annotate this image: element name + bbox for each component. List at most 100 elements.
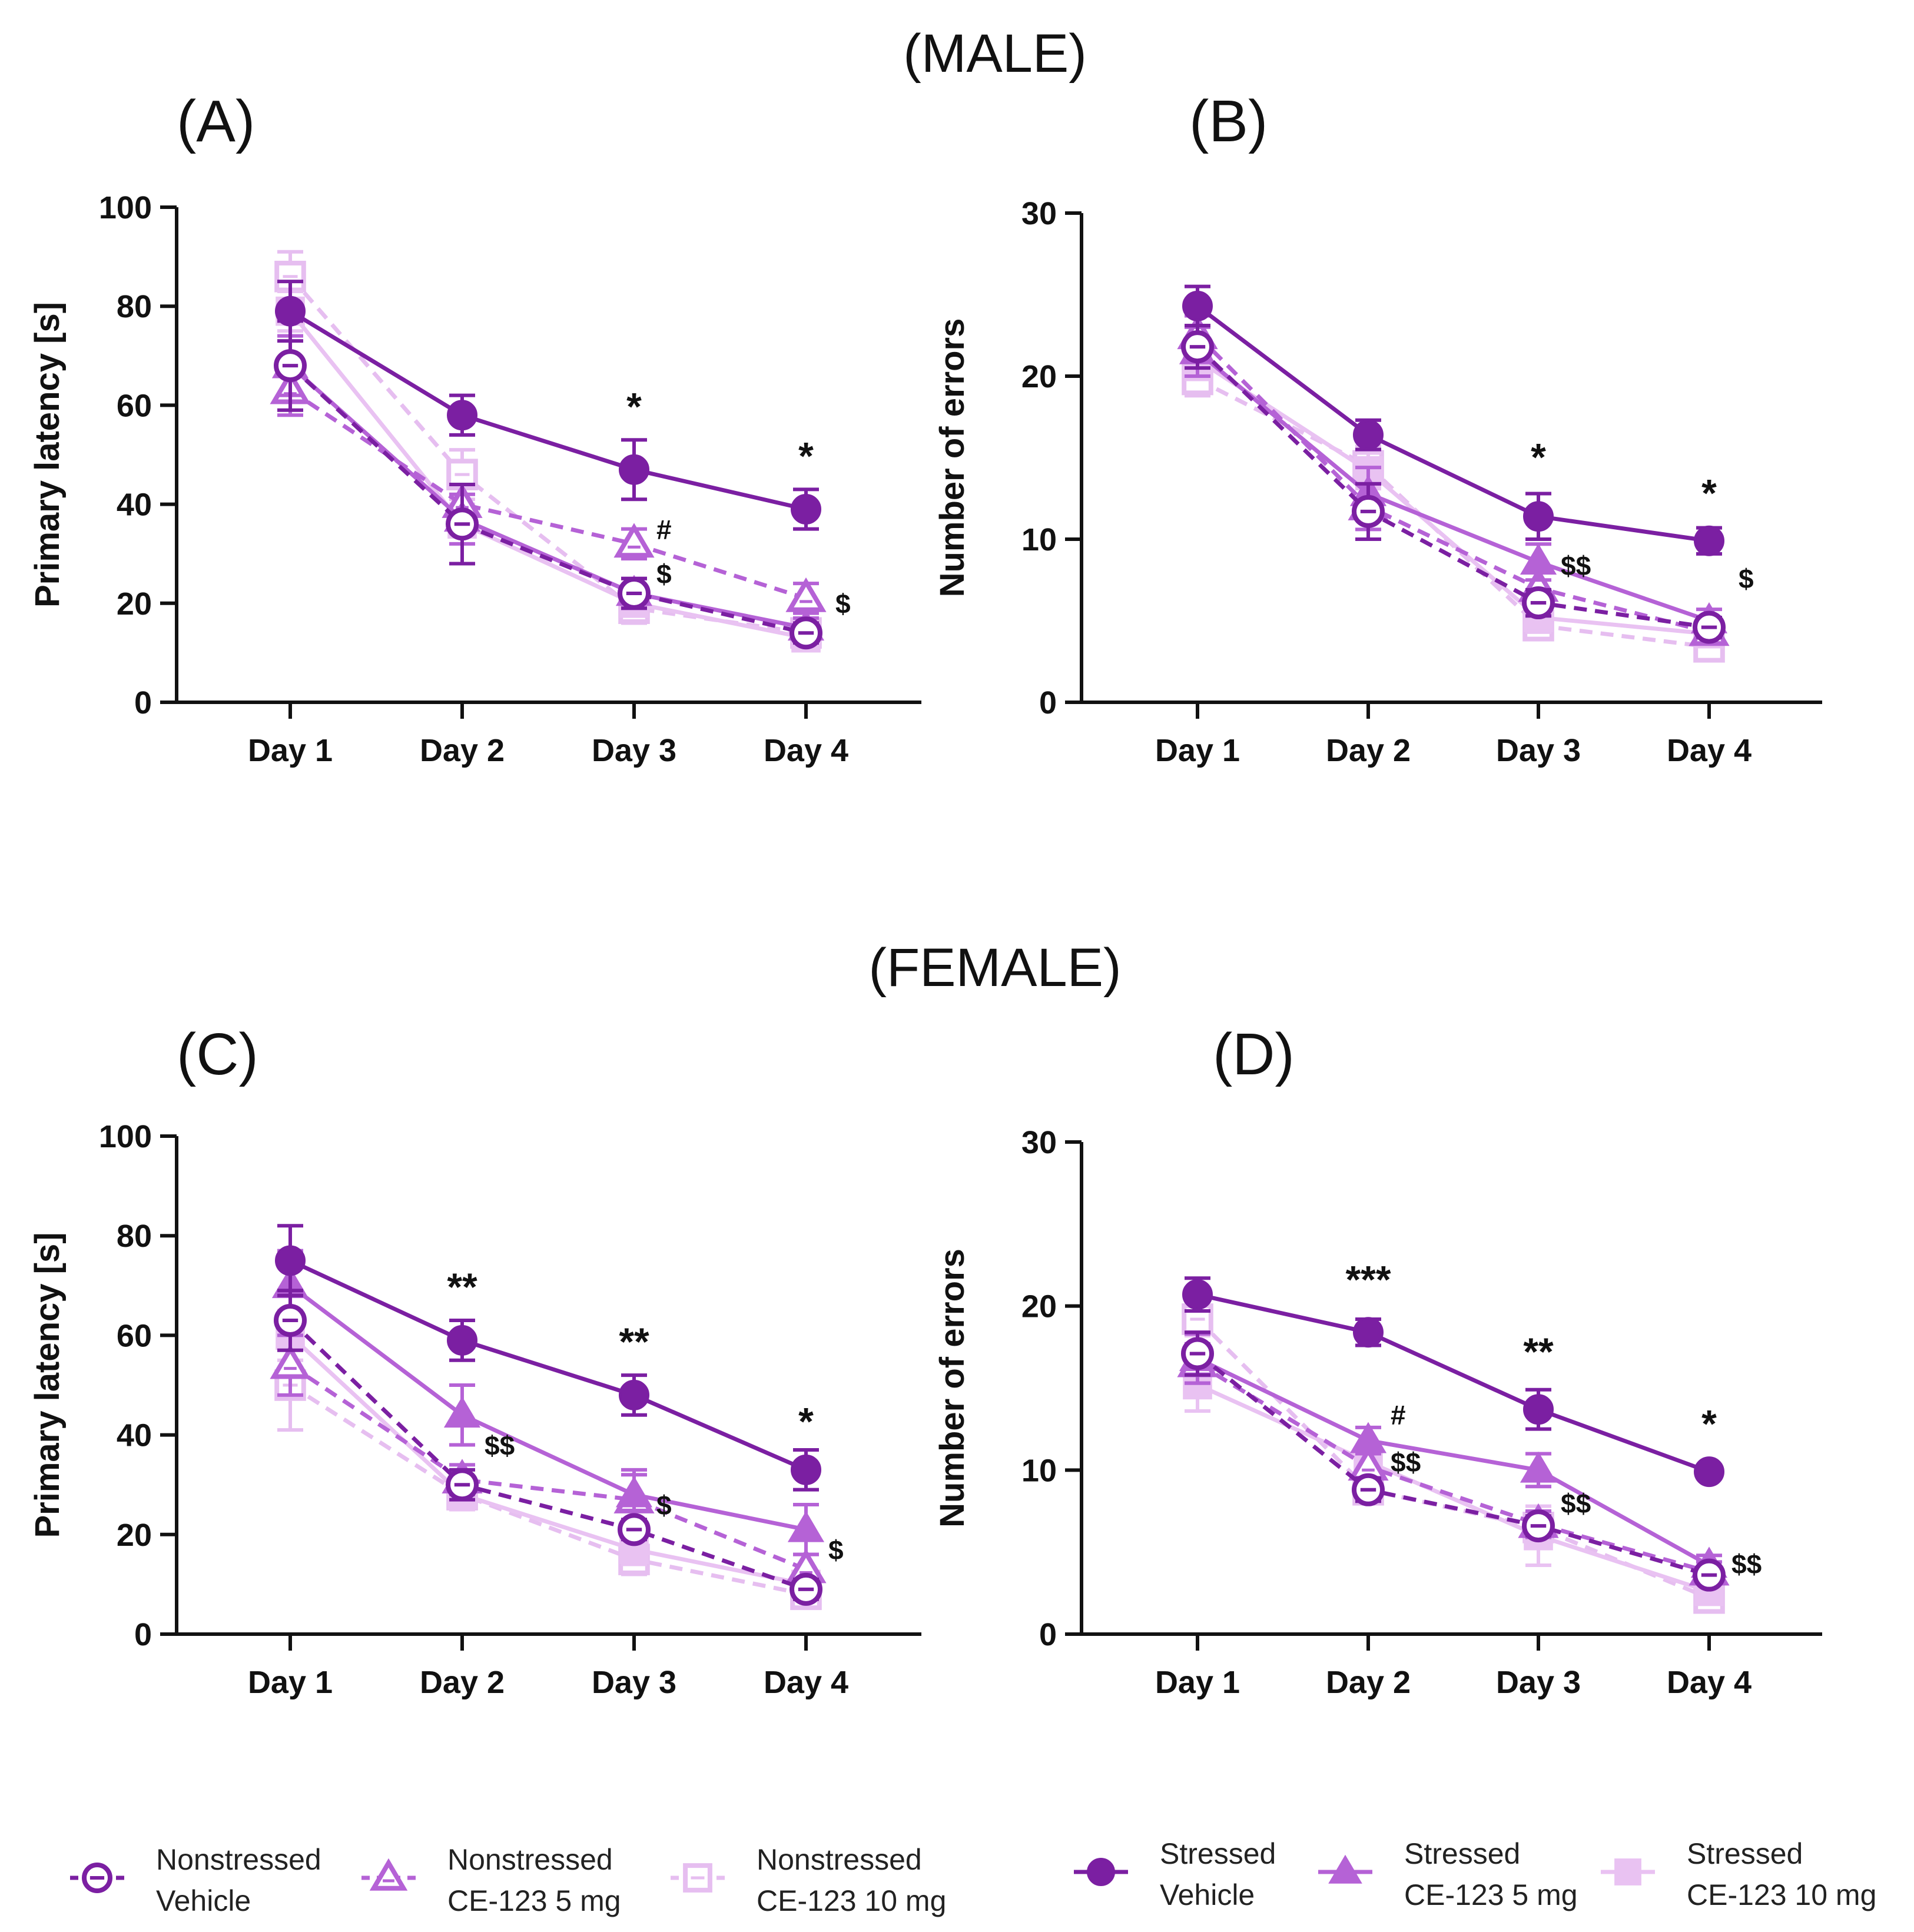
data-point: [1353, 419, 1384, 450]
x-tick-label: Day 4: [1667, 733, 1752, 768]
y-tick-label: 10: [1021, 1453, 1057, 1488]
legend-item-stressed-vehicle: Stressed Vehicle: [1074, 1837, 1276, 1911]
significance-annotation: *: [798, 434, 814, 478]
legend-label-line1: Nonstressed: [156, 1843, 321, 1876]
legend-label-line2: CE-123 10 mg: [1687, 1878, 1876, 1911]
y-tick-label: 20: [117, 586, 152, 622]
y-tick-label: 60: [117, 1318, 152, 1353]
y-tick-label: 20: [1021, 359, 1057, 394]
legend-label-line2: CE-123 10 mg: [757, 1884, 946, 1917]
y-tick-label: 30: [1021, 196, 1057, 231]
legend-marker: [1087, 1858, 1115, 1886]
data-point: [1182, 1279, 1213, 1310]
significance-annotation: *: [1701, 1402, 1717, 1446]
data-point: [787, 1511, 825, 1542]
significance-annotation: $$: [1731, 1549, 1762, 1579]
x-tick-label: Day 2: [420, 733, 505, 768]
series-line: [288, 1333, 807, 1586]
significance-annotation: $: [1739, 563, 1754, 594]
y-tick-label: 20: [1021, 1289, 1057, 1324]
series-line: [1196, 358, 1710, 636]
data-point: [1182, 290, 1213, 321]
series-nonstressed-vehicle: [1181, 1330, 1726, 1592]
x-tick-label: Day 1: [1155, 733, 1240, 768]
data-point: [447, 1324, 477, 1356]
panel-label: (B): [1189, 88, 1268, 154]
data-point: [275, 296, 306, 327]
significance-annotation: $: [828, 1535, 844, 1565]
panel-label: (C): [177, 1021, 258, 1087]
x-tick-label: Day 4: [1667, 1665, 1752, 1700]
x-tick-label: Day 3: [1496, 733, 1581, 768]
series-line: [1196, 304, 1710, 543]
x-tick-label: Day 4: [764, 733, 848, 768]
data-point: [1353, 1317, 1384, 1348]
data-point: [270, 1344, 311, 1379]
legend-label-line2: Vehicle: [156, 1884, 251, 1917]
significance-annotation: #: [656, 514, 672, 545]
series-stressed-vehicle: [275, 1224, 821, 1492]
series-stressed-vehicle: [275, 280, 821, 531]
x-tick-label: Day 3: [592, 733, 676, 768]
legend-item-stressed-10mg: Stressed CE-123 10 mg: [1601, 1837, 1876, 1911]
legend-label-line1: Nonstressed: [757, 1843, 922, 1876]
legend-label-line1: Stressed: [1687, 1837, 1803, 1870]
data-point: [619, 1379, 649, 1410]
legend-label-line2: Vehicle: [1160, 1878, 1255, 1911]
x-tick-label: Day 3: [592, 1665, 676, 1700]
x-tick-label: Day 1: [248, 1665, 333, 1700]
x-tick-label: Day 2: [1326, 1665, 1411, 1700]
significance-annotation: **: [619, 1320, 649, 1363]
legend-marker: [1614, 1858, 1641, 1885]
x-tick-label: Day 2: [1326, 733, 1411, 768]
series-line: [288, 1319, 807, 1592]
series-line: [289, 389, 807, 600]
y-tick-label: 0: [1039, 1617, 1057, 1652]
data-point: [447, 400, 477, 431]
series-line: [1196, 1356, 1710, 1568]
data-point: [1520, 543, 1557, 575]
data-point: [1694, 1456, 1724, 1488]
legend-marker: [369, 1858, 408, 1891]
legend-item-nonstressed-10mg: Nonstressed CE-123 10 mg: [671, 1843, 946, 1917]
legend-label-line2: CE-123 5 mg: [447, 1884, 621, 1917]
legend-item-nonstressed-5mg: Nonstressed CE-123 5 mg: [361, 1843, 621, 1917]
series-line: [288, 364, 807, 635]
data-point: [1349, 1422, 1387, 1453]
series-line: [1196, 1352, 1710, 1578]
series-line: [1197, 1292, 1710, 1474]
x-tick-label: Day 1: [248, 733, 333, 768]
series-line: [288, 310, 807, 640]
female-section-title: (FEMALE): [868, 938, 1121, 998]
data-point: [1694, 525, 1724, 556]
y-axis-title: Primary latency [s]: [28, 1232, 67, 1538]
legend-item-stressed-5mg: Stressed CE-123 5 mg: [1318, 1837, 1578, 1911]
panel-label: (D): [1213, 1021, 1295, 1087]
series-line: [289, 1363, 807, 1572]
data-point: [791, 494, 821, 525]
data-point: [791, 1454, 821, 1485]
significance-annotation: **: [1523, 1330, 1554, 1373]
series-line: [288, 1284, 807, 1532]
legend-item-nonstressed-vehicle: Nonstressed Vehicle: [70, 1843, 321, 1917]
y-axis-title: Primary latency [s]: [28, 302, 67, 608]
y-axis-title: Number of errors: [933, 318, 971, 597]
significance-annotation: $$: [485, 1430, 515, 1460]
male-section-title: (MALE): [903, 24, 1087, 84]
significance-annotation: $$: [1561, 1488, 1591, 1519]
y-axis-title: Number of errors: [933, 1249, 971, 1528]
data-point: [619, 454, 649, 485]
legend: Nonstressed Vehicle Nonstressed CE-123 5 mg…: [70, 1837, 1876, 1917]
significance-annotation: $$: [1561, 550, 1591, 581]
legend-label-line2: CE-123 5 mg: [1404, 1878, 1578, 1911]
y-tick-label: 100: [99, 190, 152, 225]
legend-marker: [1328, 1854, 1362, 1884]
legend-label-line1: Stressed: [1160, 1837, 1276, 1870]
series-line: [1196, 350, 1710, 623]
legend-label-line1: Stressed: [1404, 1837, 1520, 1870]
y-tick-label: 0: [134, 1617, 152, 1652]
panel-d: (D) 0 10 20 30 Day 1 Day 2 Day 3 Day 4 Number of …: [933, 1021, 1822, 1700]
data-point: [1523, 1394, 1554, 1425]
data-point: [1520, 1451, 1557, 1483]
